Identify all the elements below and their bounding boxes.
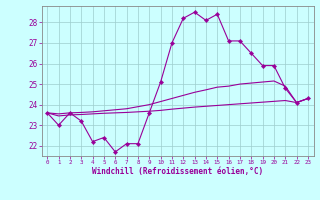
X-axis label: Windchill (Refroidissement éolien,°C): Windchill (Refroidissement éolien,°C) <box>92 167 263 176</box>
